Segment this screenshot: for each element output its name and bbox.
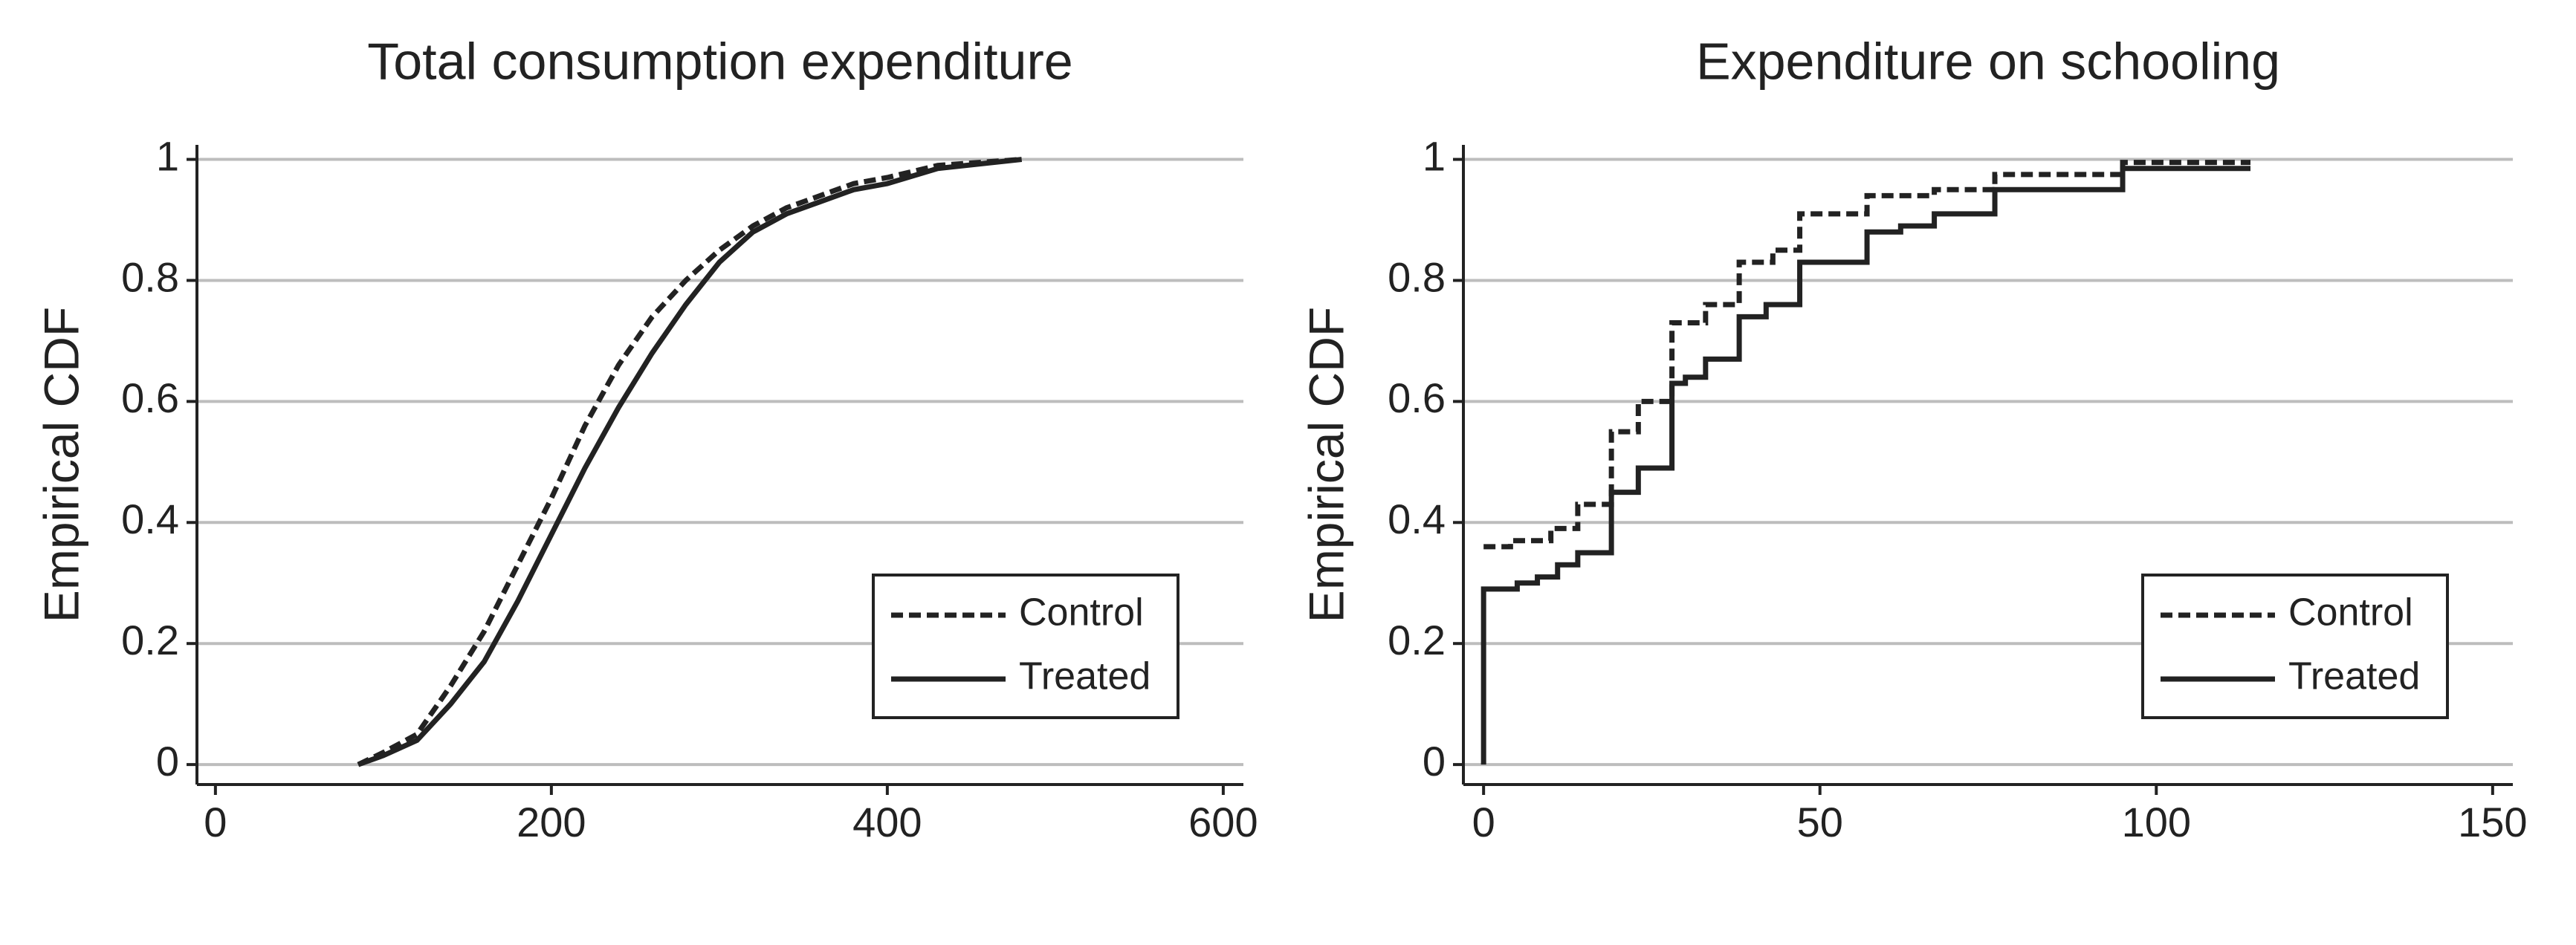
y-tick-label: 1 [156, 132, 179, 179]
y-tick-label: 1 [1423, 132, 1446, 179]
x-tick-label: 400 [852, 799, 922, 845]
y-tick-label: 0.2 [1388, 617, 1446, 663]
x-tick-label: 600 [1188, 799, 1258, 845]
y-tick-label: 0 [1423, 738, 1446, 785]
y-tick-label: 0 [156, 738, 179, 785]
legend-label: Control [1019, 591, 1144, 634]
x-tick-label: 0 [1472, 799, 1495, 845]
x-tick-label: 100 [2122, 799, 2191, 845]
chart-title: Total consumption expenditure [367, 32, 1072, 90]
cdf-line [357, 157, 1023, 767]
y-tick-label: 0.6 [121, 374, 179, 421]
legend-label: Control [2288, 591, 2413, 634]
x-tick-label: 150 [2458, 799, 2527, 845]
legend-box [872, 574, 1179, 719]
x-tick-label: 50 [1797, 799, 1843, 845]
cdf-line [1483, 160, 2250, 550]
legend-label: Treated [2288, 655, 2420, 698]
y-tick-label: 0.6 [1388, 374, 1446, 421]
cdf-line [1480, 166, 2250, 765]
y-axis-label: Empirical CDF [1298, 307, 1353, 623]
y-tick-label: 0.8 [121, 253, 179, 300]
y-axis-label: Empirical CDF [33, 307, 88, 623]
cdf-line [357, 157, 1022, 767]
y-tick-label: 0.2 [121, 617, 179, 663]
legend-label: Treated [1019, 655, 1151, 698]
legend-box [2141, 574, 2449, 719]
x-tick-label: 200 [517, 799, 586, 845]
y-tick-label: 0.8 [1388, 253, 1446, 300]
x-tick-label: 0 [204, 799, 227, 845]
y-tick-label: 0.4 [121, 496, 179, 542]
chart-title: Expenditure on schooling [1696, 32, 2280, 90]
y-tick-label: 0.4 [1388, 496, 1446, 542]
